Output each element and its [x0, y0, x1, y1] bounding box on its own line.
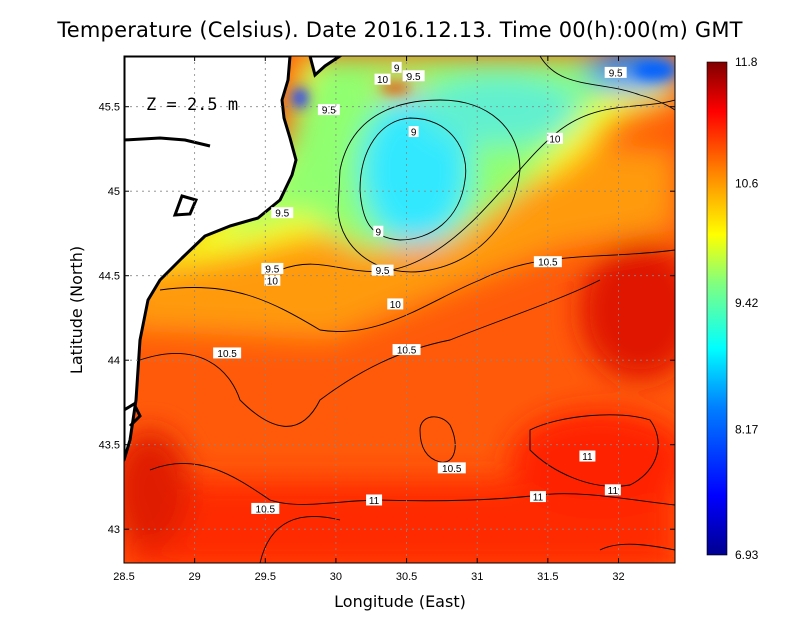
contour-label: 9 [411, 128, 417, 139]
contour-label-bg [579, 450, 596, 462]
x-tick-label: 31.5 [537, 571, 558, 583]
contour-label-bg [392, 344, 421, 356]
contour-label-bg [391, 61, 402, 73]
contour-label: 10.5 [256, 504, 276, 515]
y-tick-label: 45.5 [99, 102, 120, 114]
contour-label-bg [317, 104, 340, 116]
x-tick-label: 30.5 [396, 571, 417, 583]
contour-label: 9.5 [265, 264, 279, 275]
contour-label-bg [264, 274, 281, 286]
colorbar-ticks: 11.8 10.6 9.42 8.17 6.93 [735, 55, 759, 562]
contour-label: 10.5 [442, 464, 462, 475]
x-tick-label: 29.5 [255, 571, 276, 583]
x-tick-label: 30 [330, 571, 342, 583]
contour-label: 10 [549, 134, 561, 145]
colorbar [706, 61, 728, 556]
x-tick-label: 31 [471, 571, 483, 583]
contour-label-bg [437, 462, 466, 474]
contour-label-bg [387, 298, 404, 310]
colorbar-tick-label: 11.8 [735, 55, 758, 69]
contour-label: 11 [369, 496, 380, 507]
contour-label: 11 [608, 486, 619, 497]
x-tick-label: 29 [189, 571, 201, 583]
contour-label: 9.5 [376, 266, 390, 277]
contour-label-bg [271, 207, 294, 219]
x-tick-label: 28.5 [113, 571, 134, 583]
depth-label: Z = 2.5 m [146, 95, 238, 115]
contour-label-bg [408, 126, 419, 138]
contour-label-bg [373, 225, 384, 237]
contour-label-bg [604, 484, 621, 496]
y-tick-label: 44 [108, 355, 120, 367]
axis-ticks: 28.5 29 29.5 30 30.5 31 31.5 32 43 43.5 44 44.5 45 45… [99, 56, 675, 583]
map-title: Temperature (Celsius). Date 2016.12.13. … [57, 18, 743, 42]
contour-label-bg [371, 264, 394, 276]
contour-label-bg [213, 347, 242, 359]
colorbar-tick-label: 6.93 [735, 548, 759, 562]
y-tick-label: 44.5 [99, 271, 120, 283]
x-axis-label: Longitude (East) [334, 592, 466, 611]
contour-label-bg [374, 73, 391, 85]
contour-label: 10 [390, 300, 402, 311]
colorbar-tick-label: 9.42 [735, 296, 759, 310]
contour-label-bg [261, 262, 284, 274]
y-tick-label: 45 [108, 186, 120, 198]
contour-label: 9.5 [407, 72, 421, 83]
contour-label: 9 [376, 227, 382, 238]
contour-label-bg [402, 70, 425, 82]
contour-label: 9.5 [609, 68, 623, 79]
contour-label: 9.5 [322, 106, 336, 117]
y-tick-label: 43 [108, 524, 120, 536]
x-tick-label: 32 [612, 571, 624, 583]
plot-frame [123, 55, 676, 564]
contour-label: 11 [533, 493, 544, 504]
contour-label-bg [366, 494, 383, 506]
contour-label: 10 [267, 276, 279, 287]
colorbar-tick-label: 8.17 [735, 422, 759, 436]
contour-label-bg [529, 491, 546, 503]
contour-label: 10 [377, 75, 389, 86]
contour-label-bg [251, 502, 280, 514]
land-mass [124, 56, 298, 462]
contour-label: 9 [394, 63, 400, 74]
contour-label-bg [546, 132, 563, 144]
contour-label: 10.5 [538, 258, 558, 269]
contour-label: 10.5 [217, 349, 237, 360]
colorbar-tick-label: 10.6 [735, 176, 759, 190]
y-tick-label: 43.5 [99, 440, 120, 452]
contour-label-bg [604, 66, 627, 78]
grid-lines [124, 56, 675, 563]
y-axis-label: Latitude (North) [67, 246, 86, 374]
contour-label: 11 [582, 452, 593, 463]
contour-label: 9.5 [275, 209, 289, 220]
